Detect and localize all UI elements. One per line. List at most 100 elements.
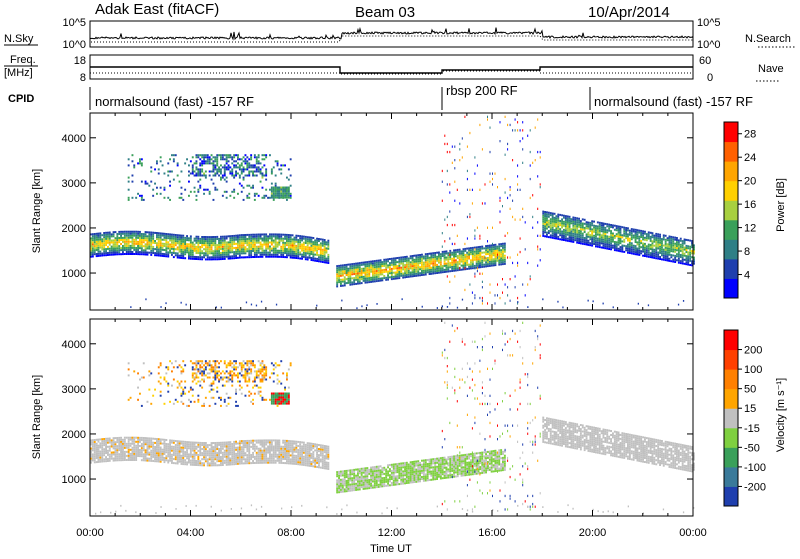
echo-cell	[239, 183, 241, 185]
echo-cell	[278, 193, 280, 195]
echo-cell	[165, 455, 167, 457]
echo-cell	[614, 247, 616, 249]
echo-cell	[294, 243, 296, 245]
echo-cell	[150, 438, 152, 440]
echo-cell	[537, 235, 538, 237]
echo-cell	[446, 250, 448, 252]
echo-cell	[126, 231, 128, 233]
echo-cell	[540, 151, 541, 153]
echo-cell	[299, 245, 301, 247]
echo-cell	[263, 254, 265, 256]
echo-cell	[152, 444, 154, 446]
echo-cell	[470, 247, 472, 249]
echo-cell	[245, 242, 247, 244]
echo-cell	[324, 251, 326, 253]
echo-cell	[376, 268, 378, 270]
echo-cell	[177, 454, 179, 456]
echo-cell	[442, 253, 444, 255]
echo-cell	[107, 460, 109, 462]
echo-cell	[461, 255, 463, 257]
echo-cell	[231, 251, 233, 253]
echo-cell	[262, 238, 264, 240]
echo-cell	[179, 255, 181, 257]
echo-cell	[286, 195, 288, 197]
echo-cell	[637, 248, 639, 250]
echo-cell	[307, 259, 309, 261]
echo-cell	[199, 187, 201, 189]
echo-cell	[674, 259, 676, 261]
echo-cell	[498, 262, 500, 264]
echo-cell	[432, 273, 434, 275]
echo-cell	[216, 164, 218, 166]
echo-cell	[158, 251, 160, 253]
echo-cell	[148, 452, 150, 454]
echo-cell	[597, 238, 599, 240]
echo-cell	[472, 261, 474, 263]
echo-cell	[588, 224, 590, 226]
echo-cell	[113, 447, 115, 449]
echo-cell	[502, 205, 503, 207]
echo-cell	[309, 249, 311, 251]
echo-cell	[650, 254, 652, 256]
echo-cell	[158, 248, 160, 250]
echo-cell	[292, 257, 294, 259]
echo-cell	[616, 229, 618, 231]
echo-cell	[243, 440, 245, 442]
echo-cell	[186, 451, 188, 453]
echo-cell	[165, 239, 167, 241]
echo-cell	[580, 228, 582, 230]
echo-cell	[186, 445, 188, 447]
echo-cell	[243, 242, 245, 244]
echo-cell	[190, 160, 192, 162]
echo-cell	[492, 243, 493, 245]
echo-cell	[438, 272, 440, 274]
echo-cell	[366, 269, 368, 271]
echo-cell	[252, 460, 254, 462]
echo-cell	[203, 162, 205, 164]
echo-cell	[657, 235, 659, 237]
echo-cell	[103, 450, 105, 452]
echo-cell	[569, 234, 571, 236]
echo-cell	[260, 460, 262, 462]
echo-cell	[344, 278, 346, 280]
echo-cell	[214, 458, 216, 460]
echo-cell	[616, 235, 618, 237]
echo-cell	[468, 256, 470, 258]
echo-cell	[133, 441, 135, 443]
echo-cell	[220, 446, 222, 448]
echo-cell	[429, 265, 431, 267]
echo-cell	[271, 250, 273, 252]
echo-cell	[220, 458, 222, 460]
echo-cell	[137, 447, 139, 449]
echo-cell	[436, 260, 438, 262]
echo-cell	[235, 461, 237, 463]
echo-cell	[490, 151, 491, 153]
echo-cell	[282, 197, 284, 199]
echo-cell	[248, 446, 250, 448]
echo-cell	[444, 253, 446, 255]
echo-cell	[167, 445, 169, 447]
echo-cell	[188, 249, 190, 251]
echo-cell	[466, 248, 468, 250]
echo-cell	[440, 253, 442, 255]
echo-cell	[644, 255, 646, 257]
echo-cell	[116, 445, 118, 447]
echo-cell	[449, 297, 450, 299]
echo-cell	[218, 448, 220, 450]
echo-cell	[160, 187, 162, 189]
y-tick-label: 4000	[62, 133, 86, 145]
echo-cell	[196, 175, 198, 177]
echo-cell	[326, 247, 328, 249]
echo-cell	[635, 235, 637, 237]
echo-cell	[504, 247, 506, 249]
echo-cell	[637, 231, 639, 233]
echo-cell	[260, 456, 262, 458]
echo-cell	[680, 246, 682, 248]
echo-cell	[245, 446, 247, 448]
echo-cell	[618, 240, 620, 242]
echo-cell	[246, 175, 248, 177]
echo-cell	[128, 459, 130, 461]
echo-cell	[260, 444, 262, 446]
echo-cell	[254, 164, 256, 166]
echo-cell	[135, 447, 137, 449]
